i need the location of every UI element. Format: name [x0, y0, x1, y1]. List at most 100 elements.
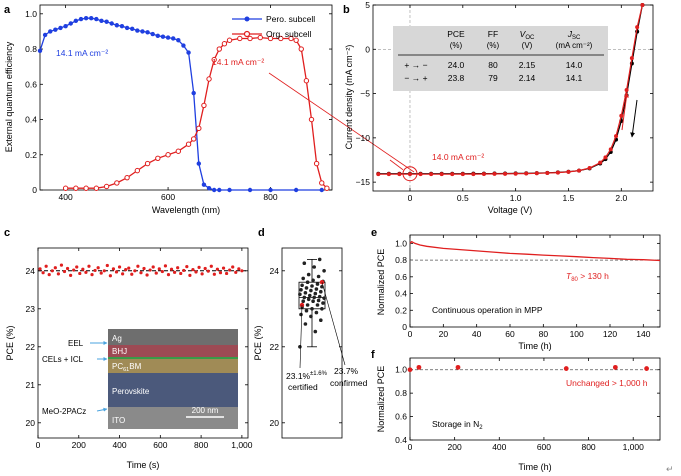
pce-point	[182, 268, 186, 273]
x-tick-label: 400	[492, 442, 506, 452]
org-eqe-point	[201, 102, 207, 109]
panel-f-unchanged: Unchanged > 1,000 h	[566, 378, 648, 388]
device-pce-point	[308, 293, 312, 298]
pero-eqe-point	[73, 18, 79, 24]
pce-point	[188, 273, 192, 277]
device-pce-point	[304, 308, 309, 313]
pce-point	[197, 265, 201, 269]
device-pce-point	[298, 292, 302, 297]
reverse-jv-point	[566, 169, 571, 174]
legend-marker-org	[243, 30, 251, 38]
storage-point	[563, 366, 569, 371]
x-tick-label: 0	[36, 440, 41, 450]
x-tick-label: 800	[581, 442, 595, 452]
device-pce-point	[313, 329, 318, 334]
pce-point	[228, 268, 232, 272]
mpp-decay-line	[409, 240, 661, 262]
pero-eqe-point	[53, 27, 58, 32]
reverse-jv-point	[481, 171, 486, 176]
pce-point	[102, 269, 106, 273]
device-pce-point	[306, 272, 311, 277]
pce-point	[53, 266, 57, 270]
sem-label-ag: Ag	[112, 334, 122, 343]
pero-eqe-point	[268, 187, 273, 193]
device-pce-point	[309, 314, 313, 319]
device-pce-point	[312, 265, 317, 269]
pero-eqe-point	[319, 187, 324, 193]
pce-point	[117, 265, 122, 269]
org-eqe-point	[267, 35, 274, 42]
pce-point	[96, 266, 100, 270]
x-tick-label: 40	[472, 329, 482, 339]
device-pce-point	[303, 322, 308, 326]
pero-eqe-point	[165, 35, 171, 40]
device-pce-point	[301, 276, 306, 281]
y-tick-label: 20	[270, 418, 280, 428]
x-tick-label: 400	[59, 192, 73, 202]
panel-b-jv-chart: 0 0.5 1.0 1.5 2.0 −15 −10 −5 0 5 PCE (%) FF (%) V…	[344, 0, 654, 215]
x-tick-label: 80	[539, 329, 549, 339]
reverse-scan-arrow	[630, 99, 638, 138]
pce-point	[78, 271, 82, 276]
y-tick-label: 21	[26, 380, 36, 390]
pce-point	[133, 269, 137, 273]
org-eqe-point	[206, 76, 212, 82]
pce-point	[221, 266, 226, 270]
x-tick-label: 0	[408, 329, 413, 339]
device-pce-point	[311, 278, 315, 283]
panel-d-certified-value: 23.1%	[286, 371, 311, 381]
device-pce-point	[313, 291, 318, 296]
pero-eqe-point	[42, 32, 48, 38]
pce-point	[59, 263, 64, 267]
y-tick-label: 24	[270, 266, 280, 276]
pero-eqe-point	[227, 187, 232, 193]
x-tick-label: 20	[439, 329, 449, 339]
pce-point	[111, 267, 116, 271]
pce-point	[56, 272, 60, 276]
pce-point	[99, 271, 103, 275]
pce-point	[237, 267, 241, 271]
pero-eqe-point	[150, 31, 155, 37]
device-pce-point	[317, 257, 322, 262]
pce-point	[108, 274, 112, 278]
y-tick-label: 22	[270, 342, 280, 352]
panel-label-c: c	[4, 227, 10, 239]
pero-eqe-point	[211, 187, 217, 193]
certified-pointer	[299, 304, 303, 369]
y-tick-label: −10	[356, 133, 371, 143]
device-pce-point	[311, 299, 315, 304]
reverse-jv-point	[471, 172, 476, 177]
pero-eqe-point	[104, 19, 109, 24]
jv-r2-pce: 23.8	[448, 73, 465, 83]
reverse-jv-point	[418, 172, 423, 177]
device-pce-point	[301, 299, 306, 304]
pce-point	[41, 271, 45, 275]
device-pce-point	[310, 284, 314, 288]
pce-point	[127, 266, 131, 270]
pce-point	[72, 268, 76, 272]
sem-layer-ag	[108, 329, 238, 345]
pce-point	[114, 270, 119, 274]
org-eqe-point	[278, 35, 284, 42]
sem-layer-ito	[108, 407, 238, 429]
storage-point	[612, 364, 618, 370]
jv-h-pce: PCE	[447, 29, 465, 39]
pce-point	[218, 271, 223, 275]
inset-label-eel: EEL	[68, 339, 84, 348]
reverse-jv-point	[386, 172, 391, 177]
panel-c-xlabel: Time (s)	[127, 460, 160, 470]
device-pce-point	[306, 297, 311, 302]
panel-label-f: f	[371, 349, 375, 361]
panel-d-certified-error: ±1.6%	[310, 371, 328, 377]
panel-b-ylabel: Current density (mA cm⁻²)	[344, 45, 354, 150]
x-tick-label: 1,000	[231, 440, 253, 450]
pce-point	[148, 268, 152, 272]
jv-r1-jsc: 14.0	[566, 60, 583, 70]
y-tick-label: 0.4	[25, 115, 37, 125]
panel-d-certified-label: certified	[288, 382, 318, 392]
pce-point	[124, 268, 128, 272]
pce-point	[139, 271, 143, 275]
reverse-jv-point	[608, 147, 613, 152]
device-pce-point	[302, 261, 307, 266]
